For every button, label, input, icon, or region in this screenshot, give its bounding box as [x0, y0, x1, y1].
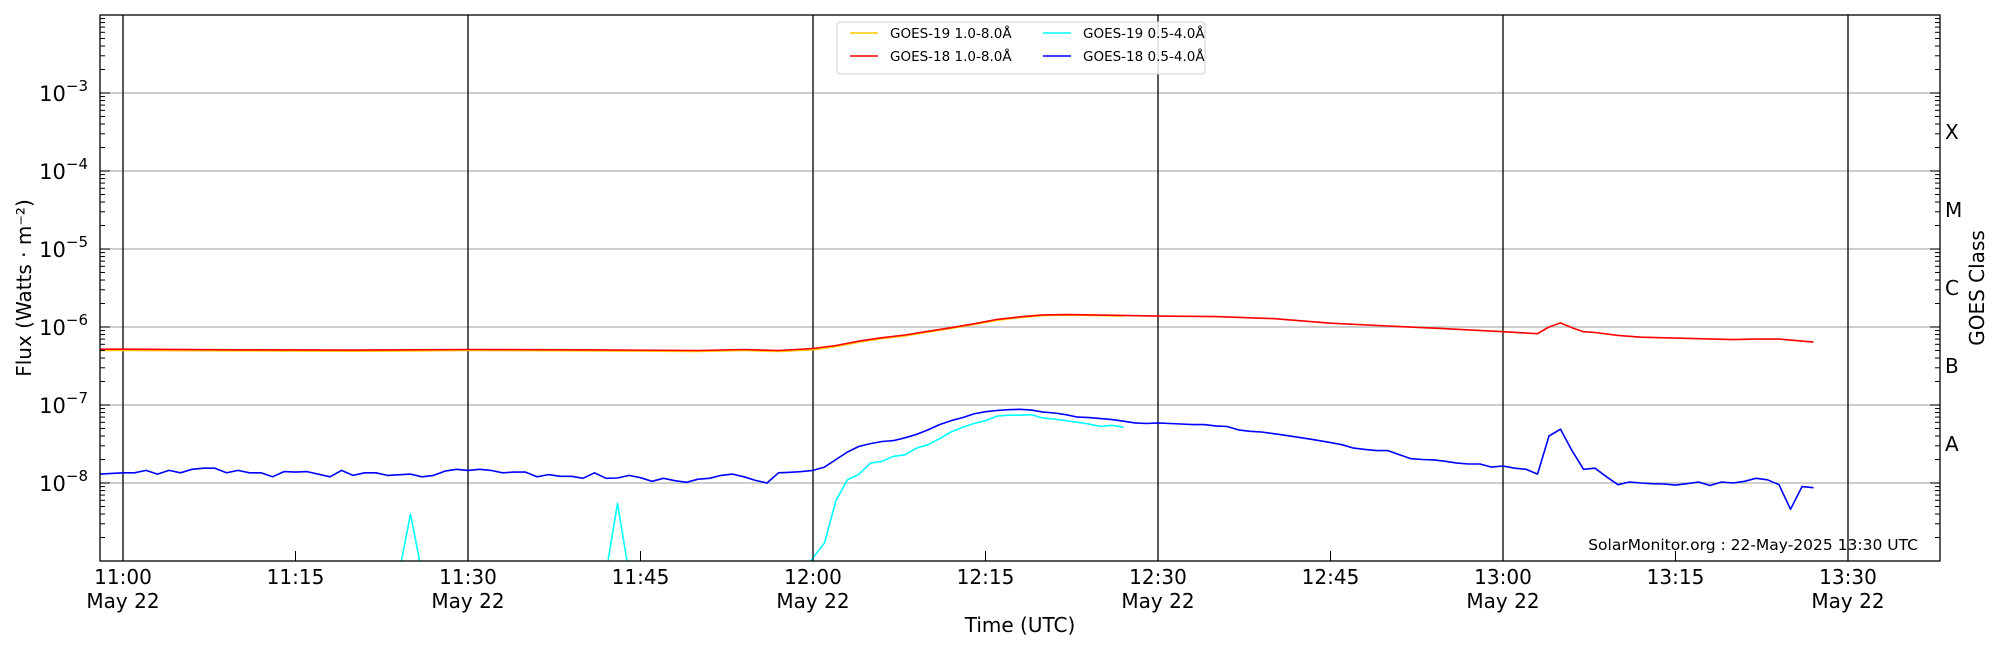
x-tick-label-time: 11:30: [439, 565, 497, 589]
x-tick-label-date: May 22: [1466, 589, 1539, 613]
x-tick-label-date: May 22: [1811, 589, 1884, 613]
goes-class-label-x: X: [1945, 120, 1959, 144]
x-tick-label-time: 13:30: [1819, 565, 1877, 589]
y-tick-label: 10−7: [39, 389, 88, 418]
x-tick-label-time: 12:30: [1129, 565, 1187, 589]
legend-box: [836, 21, 1206, 75]
series-line-3: [400, 413, 1124, 561]
legend-label: GOES-18 0.5-4.0Å: [1083, 48, 1205, 65]
series-line-1: [100, 314, 1124, 353]
x-tick-label-time: 11:45: [612, 565, 670, 589]
y-tick-label: 10−6: [39, 311, 88, 340]
x-tick-label-time: 13:00: [1474, 565, 1532, 589]
plot-frame: [99, 14, 1941, 562]
watermark-annotation: SolarMonitor.org : 22-May-2025 13:30 UTC: [1588, 536, 1918, 554]
x-tick-label-time: 11:00: [94, 565, 152, 589]
x-tick-label-time: 13:15: [1647, 565, 1705, 589]
x-tick-label-date: May 22: [431, 589, 504, 613]
y-tick-label: 10−4: [39, 155, 88, 184]
goes-class-label-b: B: [1945, 354, 1959, 378]
y-tick-label: 10−3: [39, 77, 88, 106]
x-tick-label-date: May 22: [86, 589, 159, 613]
x-axis-label: Time (UTC): [964, 613, 1076, 637]
x-tick-label-time: 12:45: [1302, 565, 1360, 589]
x-tick-label-time: 12:15: [957, 565, 1015, 589]
legend-label: GOES-18 1.0-8.0Å: [890, 48, 1012, 65]
legend: GOES-19 1.0-8.0Å GOES-18 1.0-8.0Å GOES-19 …: [836, 21, 1206, 75]
x-tick-label-time: 11:15: [267, 565, 325, 589]
y-axis-label: Flux (Watts · m⁻²): [12, 199, 36, 377]
goes-class-label-m: M: [1945, 198, 1962, 222]
legend-label: GOES-19 1.0-8.0Å: [890, 25, 1012, 42]
goes-class-label-c: C: [1945, 276, 1959, 300]
series-lines: [100, 313, 1814, 561]
y-axis-right-label: GOES Class: [1965, 230, 1989, 346]
series-line-2: [100, 313, 1814, 352]
legend-label: GOES-19 0.5-4.0Å: [1083, 25, 1205, 42]
grid-lines: [100, 15, 1940, 561]
y-tick-label: 10−5: [39, 233, 88, 262]
axis-ticks: [100, 14, 1940, 562]
series-line-4: [100, 408, 1814, 511]
goes-class-label-a: A: [1945, 432, 1959, 456]
x-tick-label-date: May 22: [1121, 589, 1194, 613]
y-tick-label: 10−8: [39, 467, 88, 496]
x-tick-label-time: 12:00: [784, 565, 842, 589]
x-tick-label-date: May 22: [776, 589, 849, 613]
